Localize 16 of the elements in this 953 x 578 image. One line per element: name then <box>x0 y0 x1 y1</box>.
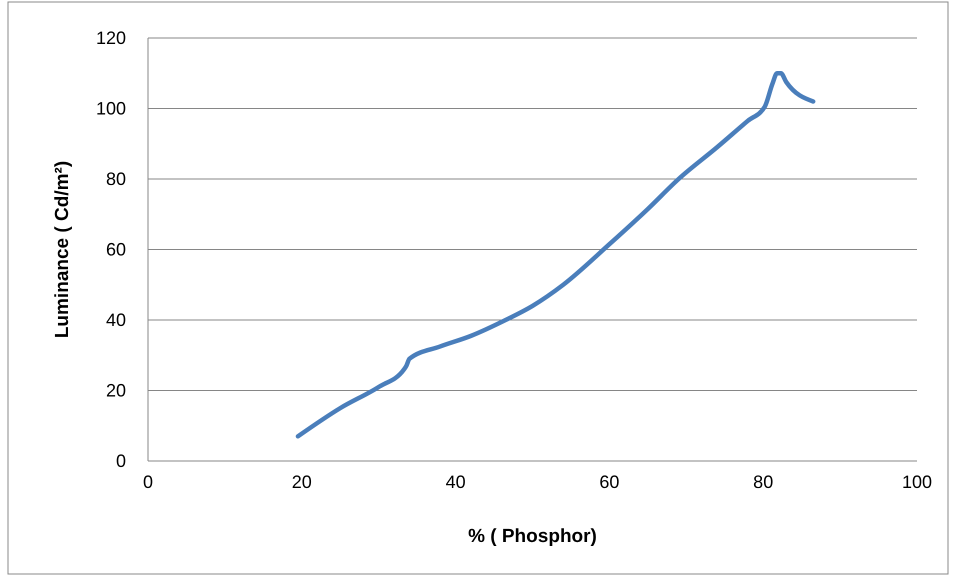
y-tick-label: 60 <box>106 239 126 260</box>
line-series <box>296 71 816 439</box>
x-tick-label: 60 <box>599 472 620 492</box>
x-tick-label: 80 <box>753 472 774 492</box>
x-tick-label: 40 <box>446 472 466 492</box>
x-tick-label: 20 <box>292 472 312 492</box>
y-tick-label: 100 <box>96 98 126 118</box>
x-tick-label: 0 <box>142 472 154 492</box>
y-tick-label: 120 <box>96 28 126 48</box>
y-tick-label: 20 <box>106 380 126 400</box>
y-tick-label: 80 <box>106 168 126 189</box>
y-axis-title: Luminance ( Cd/m²) <box>52 160 73 338</box>
x-axis-title: % ( Phosphor) <box>468 526 597 547</box>
y-tick-label: 40 <box>106 310 126 330</box>
y-tick-label: 0 <box>116 450 126 471</box>
x-tick-label: 100 <box>902 472 932 492</box>
